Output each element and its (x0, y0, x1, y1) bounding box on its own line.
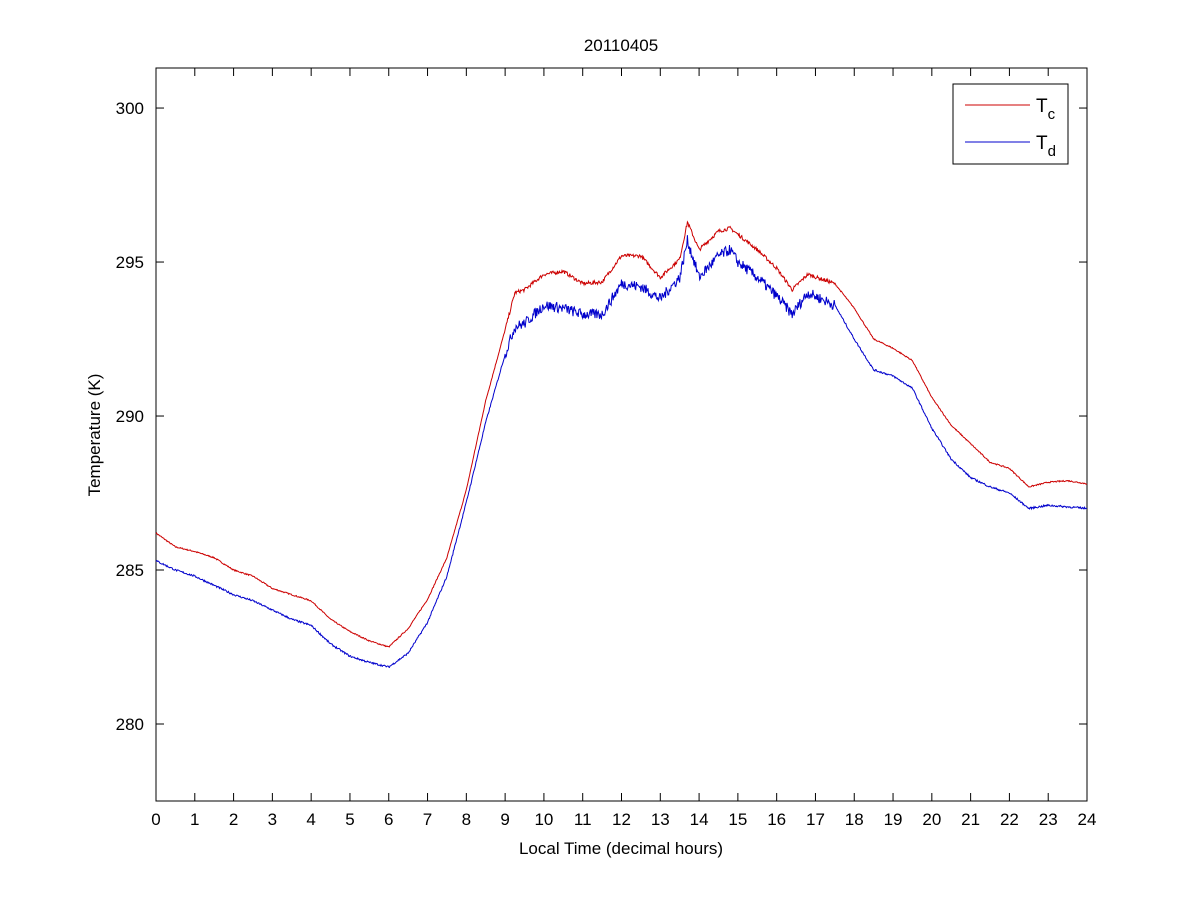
legend: Tc Td (952, 83, 1069, 165)
legend-label-td: Td (1036, 133, 1056, 160)
x-tick-label: 20 (922, 810, 941, 829)
x-tick-label: 24 (1078, 810, 1097, 829)
axis-ticks: 0 1 2 3 4 5 6 7 8 9 10 11 12 13 14 15 16 17 18 19 20 21 22 23 24… (116, 68, 1097, 829)
x-tick-label: 22 (1000, 810, 1019, 829)
x-tick-label: 5 (345, 810, 354, 829)
plot-area (155, 67, 1088, 802)
x-tick-label: 7 (423, 810, 432, 829)
y-axis-label: Temperature (K) (85, 374, 104, 497)
x-tick-label: 10 (534, 810, 553, 829)
series-line-Tc (155, 220, 1088, 648)
y-tick-label: 295 (116, 253, 144, 272)
x-tick-label: 2 (229, 810, 238, 829)
y-tick-label: 285 (116, 561, 144, 580)
x-tick-label: 13 (651, 810, 670, 829)
y-tick-label: 280 (116, 715, 144, 734)
x-tick-label: 19 (884, 810, 903, 829)
y-tick-label: 290 (116, 407, 144, 426)
x-tick-label: 17 (806, 810, 825, 829)
legend-label-tc: Tc (1036, 96, 1056, 123)
y-tick-label: 300 (116, 99, 144, 118)
x-tick-label: 14 (690, 810, 709, 829)
x-tick-label: 18 (845, 810, 864, 829)
x-tick-label: 1 (190, 810, 199, 829)
x-axis-label: Local Time (decimal hours) (519, 839, 723, 858)
x-tick-label: 15 (728, 810, 747, 829)
chart-title: 20110405 (584, 36, 658, 55)
x-tick-label: 12 (612, 810, 631, 829)
x-tick-label: 8 (462, 810, 471, 829)
x-tick-label: 3 (268, 810, 277, 829)
series-line-Td (155, 235, 1087, 669)
x-tick-label: 16 (767, 810, 786, 829)
x-tick-label: 21 (961, 810, 980, 829)
x-tick-label: 23 (1039, 810, 1058, 829)
x-tick-label: 6 (384, 810, 393, 829)
x-tick-label: 0 (151, 810, 160, 829)
x-tick-label: 11 (574, 810, 592, 829)
x-tick-label: 4 (306, 810, 315, 829)
series-lines (155, 220, 1088, 669)
x-tick-label: 9 (500, 810, 509, 829)
legend-box (952, 83, 1069, 165)
